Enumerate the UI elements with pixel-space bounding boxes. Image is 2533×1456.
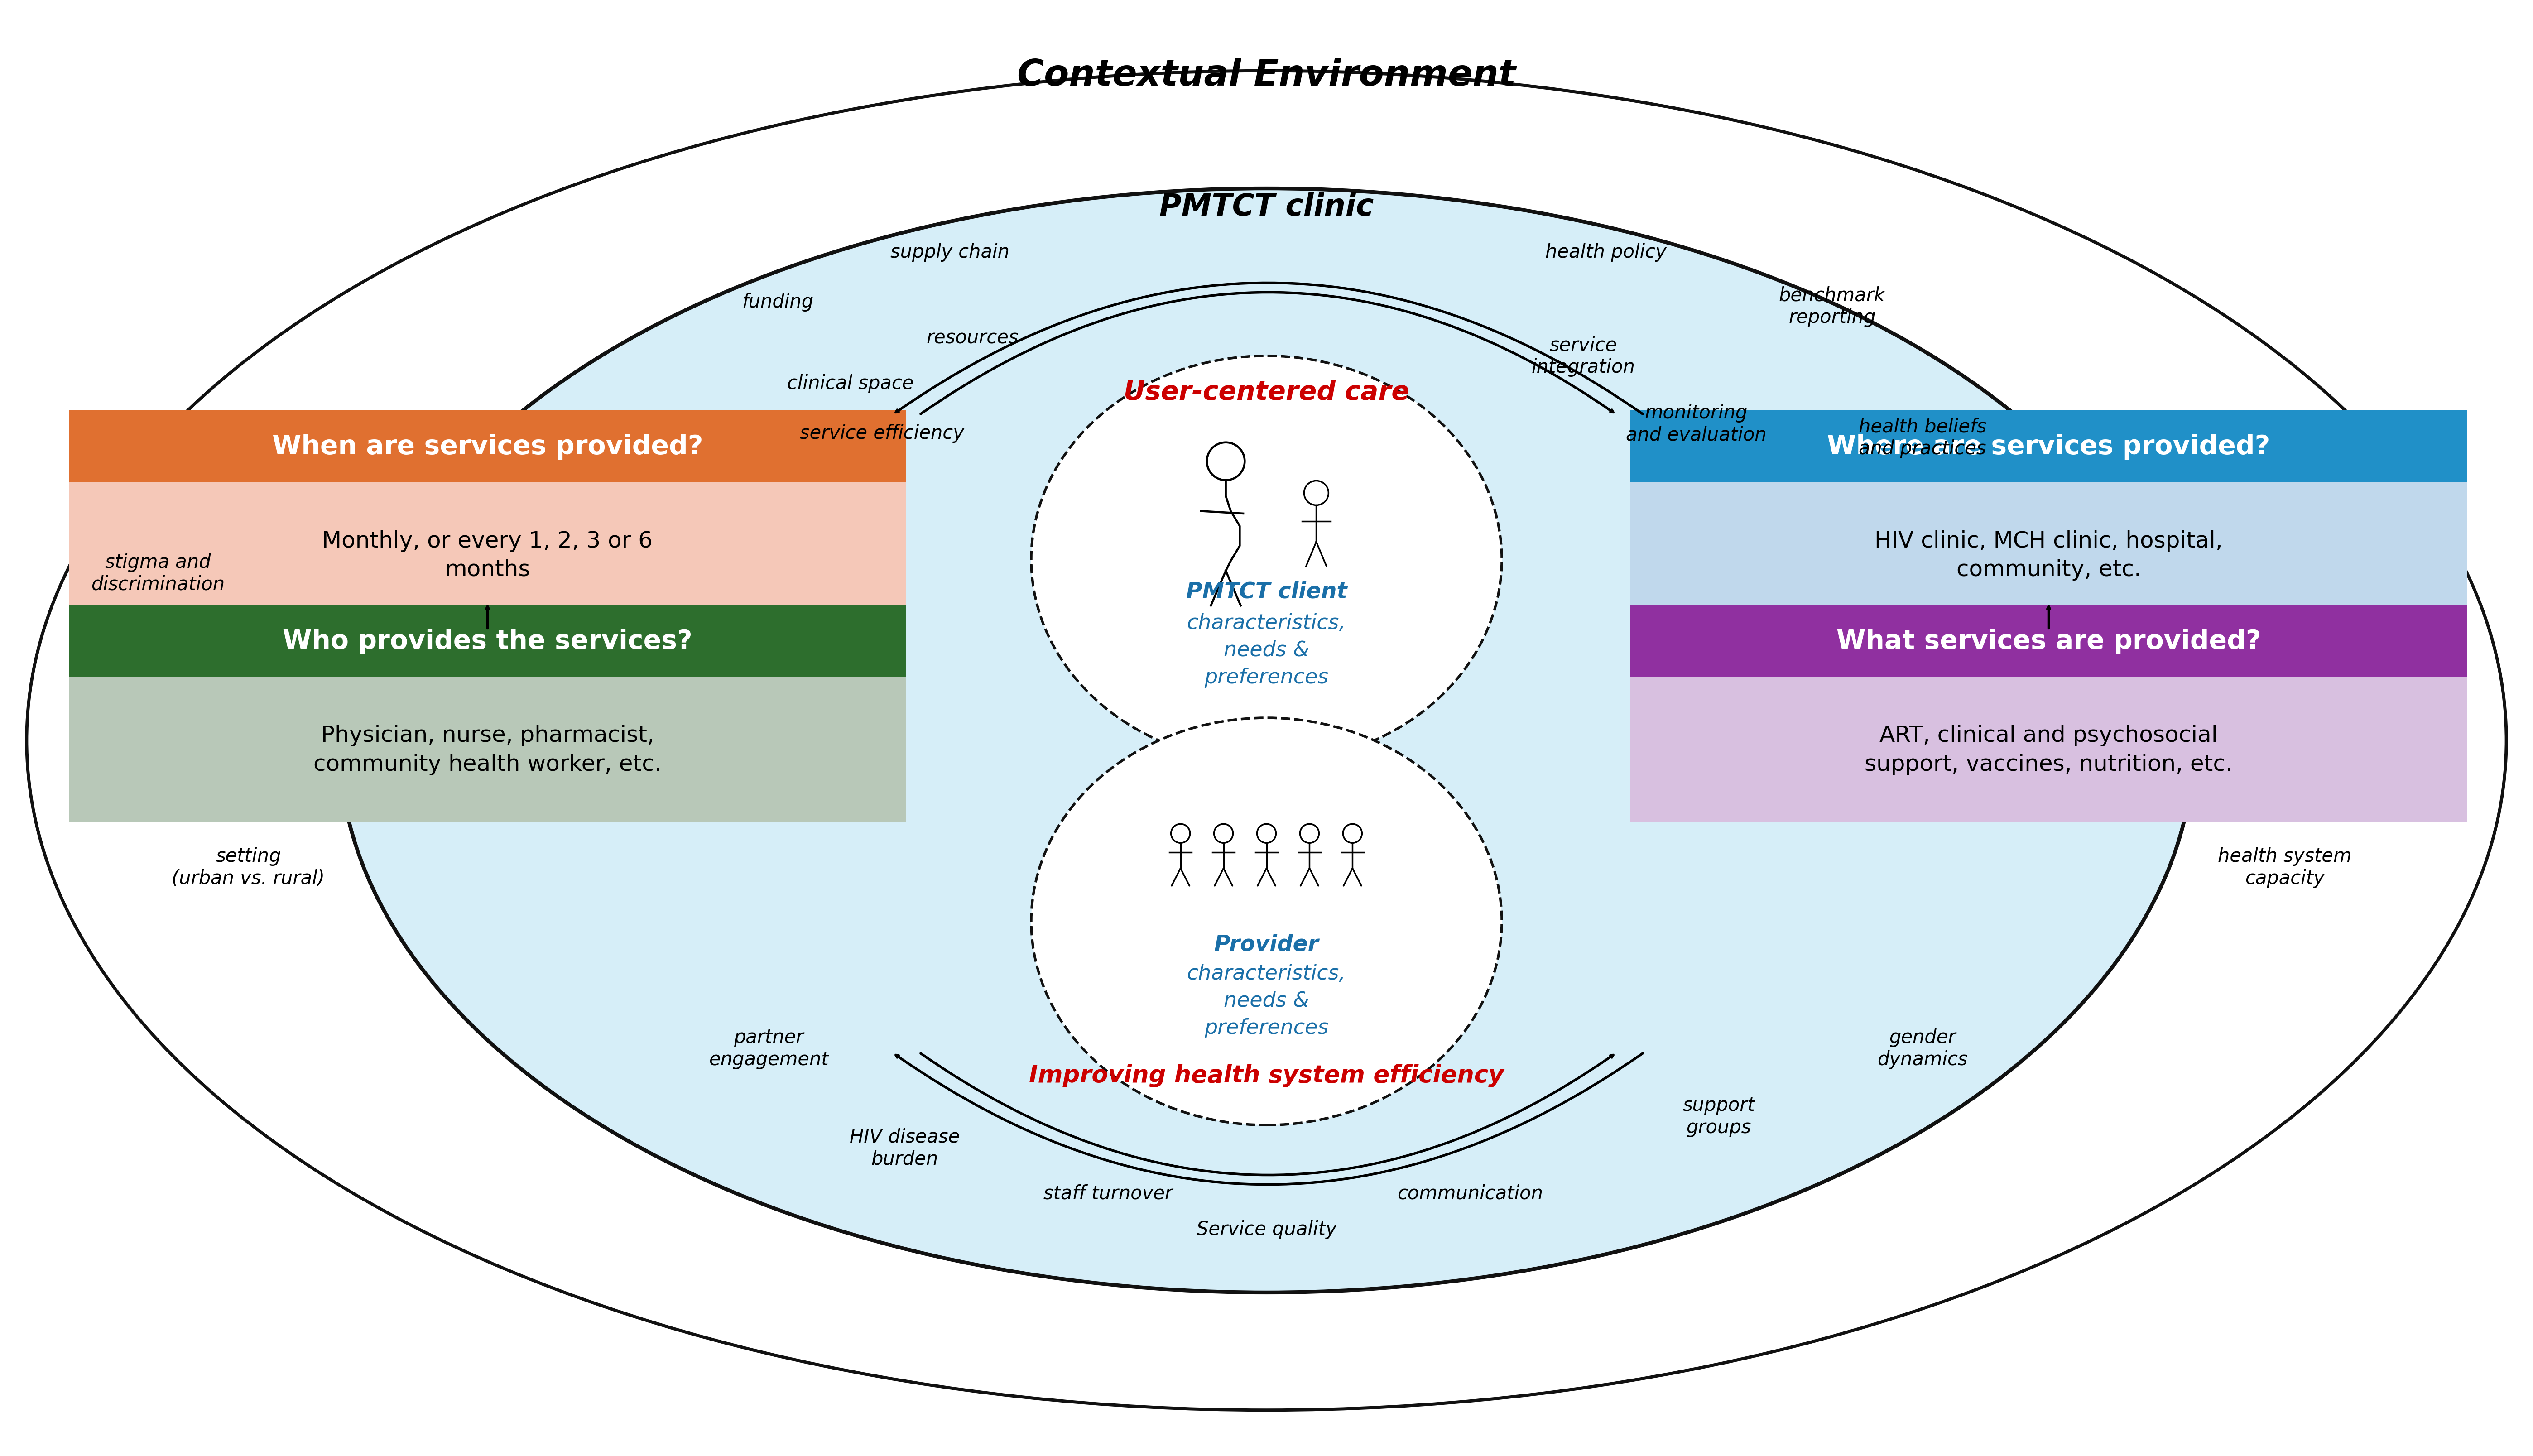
Text: partner
engagement: partner engagement xyxy=(709,1028,828,1069)
Text: characteristics,: characteristics, xyxy=(1188,964,1345,984)
Text: PMTCT clinic: PMTCT clinic xyxy=(1160,192,1373,221)
Text: ART, clinical and psychosocial
support, vaccines, nutrition, etc.: ART, clinical and psychosocial support, … xyxy=(1864,725,2232,775)
Text: preferences: preferences xyxy=(1203,1018,1330,1038)
Ellipse shape xyxy=(28,71,2505,1411)
Text: Where are services provided?: Where are services provided? xyxy=(1826,434,2270,460)
Text: monitoring
and evaluation: monitoring and evaluation xyxy=(1626,403,1766,444)
Text: PMTCT client: PMTCT client xyxy=(1185,581,1348,603)
Text: Provider: Provider xyxy=(1213,933,1320,955)
FancyBboxPatch shape xyxy=(68,483,907,628)
FancyBboxPatch shape xyxy=(68,677,907,823)
Text: Improving health system efficiency: Improving health system efficiency xyxy=(1028,1064,1505,1088)
FancyBboxPatch shape xyxy=(1631,604,2467,677)
Text: needs &: needs & xyxy=(1223,990,1310,1010)
Text: characteristics,: characteristics, xyxy=(1188,613,1345,633)
Text: communication: communication xyxy=(1398,1184,1543,1203)
Ellipse shape xyxy=(1031,357,1502,763)
Text: Service quality: Service quality xyxy=(1196,1220,1337,1239)
Text: HIV disease
burden: HIV disease burden xyxy=(849,1127,960,1168)
Text: preferences: preferences xyxy=(1203,667,1330,687)
Ellipse shape xyxy=(1031,718,1502,1125)
Text: Monthly, or every 1, 2, 3 or 6
months: Monthly, or every 1, 2, 3 or 6 months xyxy=(322,530,654,581)
FancyBboxPatch shape xyxy=(68,604,907,677)
Text: service efficiency: service efficiency xyxy=(800,424,965,443)
Text: clinical space: clinical space xyxy=(788,374,914,393)
Text: setting
(urban vs. rural): setting (urban vs. rural) xyxy=(172,847,324,888)
Text: support
groups: support groups xyxy=(1682,1095,1755,1137)
Text: User-centered care: User-centered care xyxy=(1125,380,1408,405)
Text: supply chain: supply chain xyxy=(889,243,1008,262)
Text: staff turnover: staff turnover xyxy=(1044,1184,1173,1203)
FancyBboxPatch shape xyxy=(1631,483,2467,628)
Text: health policy: health policy xyxy=(1545,243,1667,262)
Text: funding: funding xyxy=(742,293,813,312)
Text: What services are provided?: What services are provided? xyxy=(1836,628,2262,654)
Text: gender
dynamics: gender dynamics xyxy=(1877,1028,1968,1069)
Text: benchmark
reporting: benchmark reporting xyxy=(1778,285,1885,328)
Text: health beliefs
and practices: health beliefs and practices xyxy=(1859,416,1986,459)
Text: health system
capacity: health system capacity xyxy=(2219,847,2351,888)
Text: stigma and
discrimination: stigma and discrimination xyxy=(91,553,225,594)
FancyBboxPatch shape xyxy=(68,411,907,483)
FancyBboxPatch shape xyxy=(1631,677,2467,823)
FancyBboxPatch shape xyxy=(1631,411,2467,483)
Text: HIV clinic, MCH clinic, hospital,
community, etc.: HIV clinic, MCH clinic, hospital, commun… xyxy=(1874,530,2224,581)
Text: When are services provided?: When are services provided? xyxy=(271,434,704,460)
Text: Physician, nurse, pharmacist,
community health worker, etc.: Physician, nurse, pharmacist, community … xyxy=(314,725,661,775)
Text: Who provides the services?: Who provides the services? xyxy=(284,628,692,654)
Ellipse shape xyxy=(339,189,2194,1293)
Text: needs &: needs & xyxy=(1223,641,1310,661)
Text: Contextual Environment: Contextual Environment xyxy=(1018,58,1515,93)
Text: resources: resources xyxy=(927,329,1018,348)
Text: service
integration: service integration xyxy=(1532,336,1636,377)
